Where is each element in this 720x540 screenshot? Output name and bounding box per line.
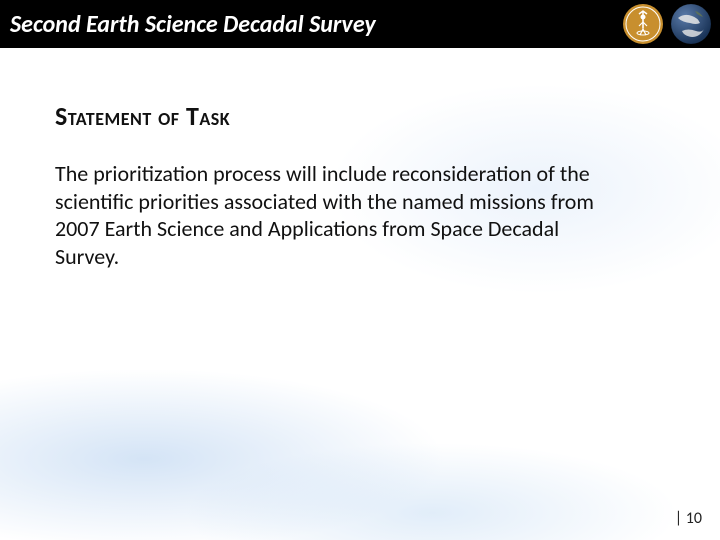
nas-seal-icon: [622, 3, 664, 45]
body-paragraph: The prioritization process will include …: [55, 160, 595, 270]
header-title: Second Earth Science Decadal Survey: [10, 10, 622, 39]
header-icons: [622, 3, 712, 45]
content-area: Statement of Task The prioritization pro…: [55, 100, 665, 270]
slide: Second Earth Science Decadal Survey: [0, 0, 720, 540]
section-heading: Statement of Task: [55, 100, 665, 132]
earth-globe-icon: [670, 3, 712, 45]
header-bar: Second Earth Science Decadal Survey: [0, 0, 720, 48]
page-number: | 10: [675, 509, 702, 528]
